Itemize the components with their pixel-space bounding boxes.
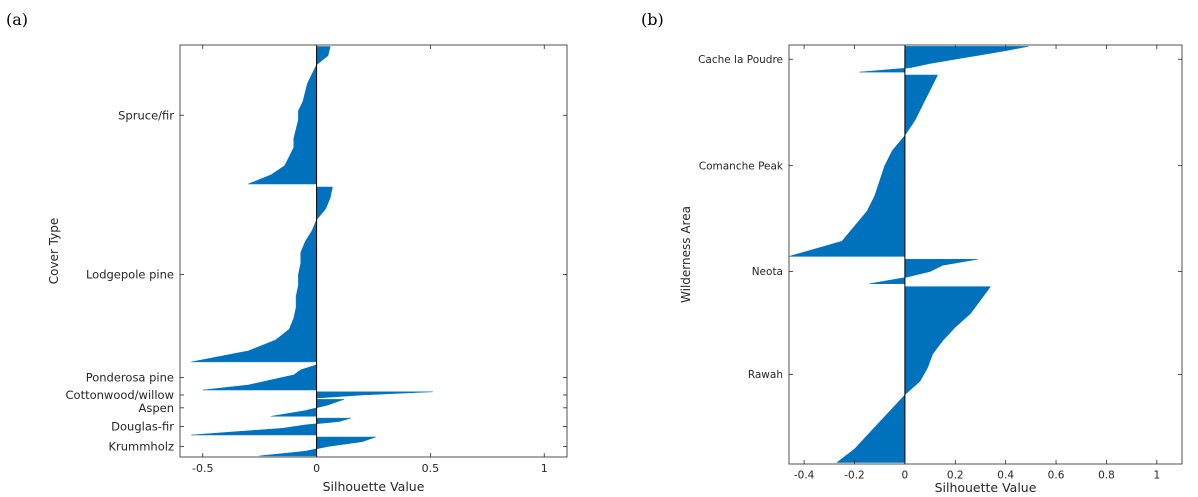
category-label-a-3: Cottonwood/willow [66, 388, 175, 402]
silhouette-b-0 [859, 46, 1029, 73]
panel-label-b: (b) [641, 10, 664, 29]
chart-b: Cache la Poudre Comanche Peak Neota Rawah -0… [679, 44, 1183, 495]
silhouette-a-3 [316, 391, 433, 399]
category-label-a-6: Krummholz [108, 439, 174, 453]
y-axis-label-a: Cover Type [47, 218, 61, 285]
xtick-label-b-1: -0.2 [844, 470, 865, 482]
xtick-label-b-0: -0.4 [794, 470, 815, 482]
chart-a: Spruce/fir Lodgepole pine Ponderosa pine Co… [47, 44, 568, 494]
xtick-label-b-2: 0 [902, 470, 909, 482]
xtick-label-b-4: 0.4 [997, 470, 1014, 482]
silhouette-a-1 [191, 186, 333, 363]
xtick-label-a-2: 0.5 [422, 462, 440, 475]
xtick-label-b-5: 0.6 [1048, 470, 1065, 482]
xtick-label-b-7: 1 [1153, 470, 1160, 482]
xtick-label-b-6: 0.8 [1098, 470, 1115, 482]
category-label-a-0: Spruce/fir [118, 108, 174, 122]
silhouette-b-1 [788, 74, 939, 257]
category-label-b-3: Rawah [748, 369, 783, 381]
category-label-b-0: Cache la Poudre [698, 54, 783, 66]
silhouette-a-4 [271, 399, 344, 417]
silhouette-a-0 [248, 46, 331, 185]
plot-box-a [179, 44, 568, 458]
silhouette-a-5 [191, 417, 351, 436]
category-label-b-1: Comanche Peak [699, 160, 784, 172]
xtick-label-a-3: 1 [541, 462, 548, 475]
category-label-a-4: Aspen [138, 401, 174, 415]
x-axis-label-b: Silhouette Value [935, 480, 1037, 495]
plot-box-b [788, 44, 1183, 465]
silhouette-b-3 [836, 286, 991, 463]
silhouette-a-2 [202, 364, 317, 391]
silhouette-a-6 [259, 436, 376, 457]
silhouette-b-2 [869, 258, 978, 284]
category-label-a-2: Ponderosa pine [86, 370, 174, 384]
x-axis-label-a: Silhouette Value [323, 479, 425, 494]
category-label-a-5: Douglas-fir [111, 420, 174, 434]
xtick-label-b-3: 0.2 [947, 470, 964, 482]
category-label-b-2: Neota [752, 266, 783, 278]
category-label-a-1: Lodgepole pine [86, 267, 174, 281]
xtick-label-a-0: -0.5 [192, 462, 213, 475]
panel-label-a: (a) [6, 10, 29, 29]
xtick-label-a-1: 0 [313, 462, 320, 475]
y-axis-label-b: Wilderness Area [679, 206, 693, 303]
